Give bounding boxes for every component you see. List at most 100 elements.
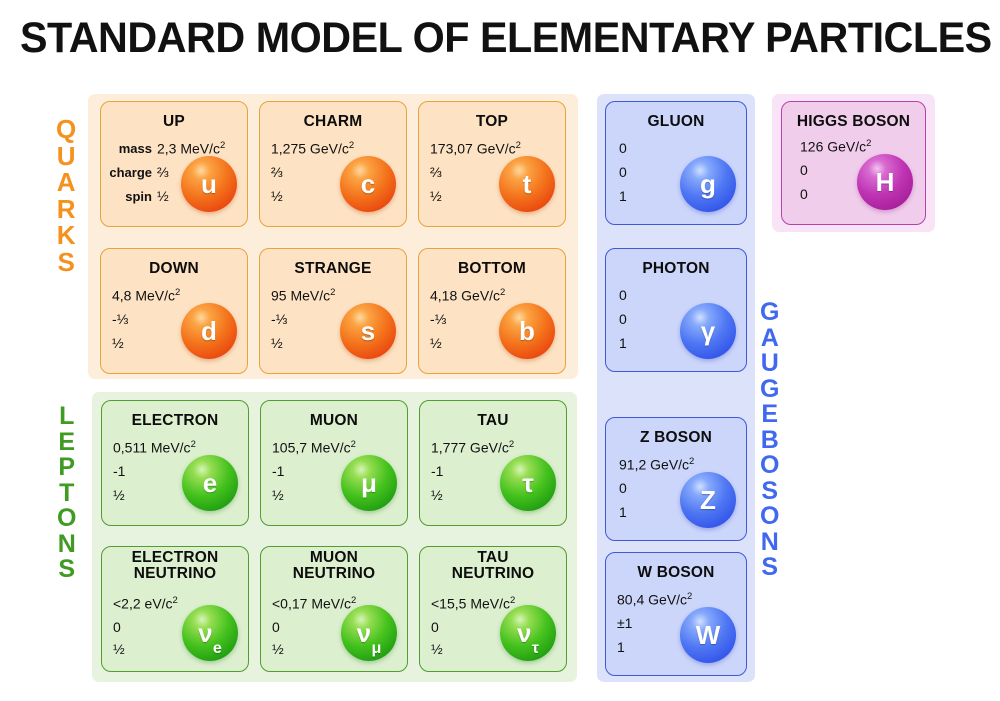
particle-card-tau[interactable]: TAU 1,777 GeV/c2 -1 ½ τ <box>419 400 567 526</box>
particle-name: ELECTRON <box>102 412 248 429</box>
particle-card-muon[interactable]: MUON 105,7 MeV/c2 -1 ½ μ <box>260 400 408 526</box>
particle-card-charm[interactable]: CHARM 1,275 GeV/c2 ⅔ ½ c <box>259 101 407 227</box>
particle-symbol: b <box>519 316 535 346</box>
particle-mass-value: 80,4 GeV/c2 <box>617 591 693 608</box>
particle-symbol: H <box>875 167 895 197</box>
particle-card-gluon[interactable]: GLUON 0 0 1 g <box>605 101 747 225</box>
particle-charge-value: ±1 <box>617 615 633 631</box>
particle-spin-value: 1 <box>619 504 627 520</box>
particle-symbol-sphere: b <box>499 303 555 359</box>
property-label-mass: mass <box>118 141 152 156</box>
particle-card-strange[interactable]: STRANGE 95 MeV/c2 -⅓ ½ s <box>259 248 407 374</box>
particle-charge-value: ⅔ <box>157 164 169 180</box>
particle-name-line: TOP <box>475 113 509 130</box>
particle-name: TAU NEUTRINO <box>420 550 566 582</box>
particle-mass-value: 4,8 MeV/c2 <box>112 287 181 304</box>
particle-card-higgs-boson[interactable]: HIGGS BOSON 126 GeV/c2 0 0 H <box>781 101 926 225</box>
exponent: 2 <box>330 287 336 298</box>
group-label-letter: P <box>58 453 76 481</box>
particle-symbol-sphere: γ <box>680 303 736 359</box>
particle-symbol: ν <box>517 618 532 648</box>
particle-mass-value: 126 GeV/c2 <box>800 138 872 155</box>
particle-symbol: u <box>201 169 217 199</box>
particle-card-top[interactable]: TOP 173,07 GeV/c2 ⅔ ½ t <box>418 101 566 227</box>
particle-charge-value: -⅓ <box>112 311 129 327</box>
particle-card-electron-neutrino[interactable]: ELECTRON NEUTRINO <2,2 eV/c2 0 ½ ν e <box>101 546 249 672</box>
group-label-letter: S <box>761 476 779 505</box>
group-label-letter: S <box>761 553 779 581</box>
particle-name: HIGGS BOSON <box>782 113 925 130</box>
particle-name: MUON <box>261 412 407 429</box>
particle-name-line: UP <box>163 113 185 130</box>
property-label-charge: charge <box>109 165 152 180</box>
group-label-letter: O <box>760 502 780 530</box>
particle-symbol: d <box>201 316 217 346</box>
particle-symbol-sphere: Z <box>680 472 736 528</box>
group-label-letter: N <box>760 527 779 556</box>
exponent: 2 <box>689 456 695 467</box>
particle-charge-value: 0 <box>113 619 121 635</box>
particle-charge-value: 0 <box>619 164 627 180</box>
particle-card-w-boson[interactable]: W BOSON 80,4 GeV/c2 ±1 1 W <box>605 552 747 676</box>
particle-card-bottom[interactable]: BOTTOM 4,18 GeV/c2 -⅓ ½ b <box>418 248 566 374</box>
particle-mass-value: <0,17 MeV/c2 <box>272 595 357 612</box>
particle-symbol: μ <box>361 468 377 498</box>
particle-name-line: NEUTRINO <box>451 565 535 582</box>
particle-charge-value: ⅔ <box>430 164 442 180</box>
group-label-letter: S <box>57 246 75 277</box>
particle-name-line: CHARM <box>303 113 363 130</box>
particle-card-electron[interactable]: ELECTRON 0,511 MeV/c2 -1 ½ e <box>101 400 249 526</box>
group-label-letter: L <box>59 402 75 430</box>
group-label-letter: S <box>58 555 76 583</box>
particle-name: MUON NEUTRINO <box>261 550 407 582</box>
particle-name-line: W BOSON <box>637 564 715 581</box>
particle-name-line: NEUTRINO <box>133 565 217 582</box>
group-label-letter: O <box>760 451 780 479</box>
particle-symbol: e <box>202 468 218 498</box>
particle-card-photon[interactable]: PHOTON 0 0 1 γ <box>605 248 747 372</box>
group-label-letter: U <box>760 349 779 377</box>
particle-spin-value: ½ <box>112 335 124 351</box>
particle-spin-value: ½ <box>157 188 169 204</box>
particle-name: W BOSON <box>606 564 746 581</box>
particle-card-z-boson[interactable]: Z BOSON 91,2 GeV/c2 0 1 Z <box>605 417 747 541</box>
particle-name: BOTTOM <box>419 260 565 277</box>
particle-charge-value: -⅓ <box>430 311 447 327</box>
particle-symbol: τ <box>522 468 534 498</box>
exponent: 2 <box>515 140 521 151</box>
exponent: 2 <box>866 138 872 149</box>
particle-name-line: MUON <box>309 549 359 566</box>
particle-name: DOWN <box>101 260 247 277</box>
particle-card-up[interactable]: UP 2,3 MeV/c2 ⅔ ½ mass charge spin u <box>100 101 248 227</box>
particle-spin-value: 0 <box>800 186 808 202</box>
group-label-letter: R <box>56 193 76 224</box>
exponent: 2 <box>500 287 506 298</box>
particle-symbol-sphere: e <box>182 455 238 511</box>
particle-symbol-sphere: W <box>680 607 736 663</box>
particle-symbol-sphere: t <box>499 156 555 212</box>
particle-name-line: DOWN <box>149 260 199 277</box>
group-label-letter: U <box>56 140 76 171</box>
particle-charge-value: 0 <box>619 311 627 327</box>
particle-card-down[interactable]: DOWN 4,8 MeV/c2 -⅓ ½ d <box>100 248 248 374</box>
particle-charge-value: -1 <box>113 463 126 479</box>
group-label-letter: G <box>760 374 780 403</box>
particle-mass-value: 4,18 GeV/c2 <box>430 287 506 304</box>
group-label-letter: B <box>760 425 779 454</box>
particle-spin-value: ½ <box>272 641 284 657</box>
particle-name-line: BOTTOM <box>457 260 527 277</box>
particle-spin-value: ½ <box>272 487 284 503</box>
particle-symbol-sphere: c <box>340 156 396 212</box>
particle-name-line: STRANGE <box>294 260 372 277</box>
group-label-letter: K <box>56 220 76 251</box>
particle-symbol: γ <box>700 316 716 346</box>
particle-card-muon-neutrino[interactable]: MUON NEUTRINO <0,17 MeV/c2 0 ½ ν μ <box>260 546 408 672</box>
particle-symbol: Z <box>700 485 716 515</box>
particle-symbol-sphere: H <box>857 154 913 210</box>
particle-card-tau-neutrino[interactable]: TAU NEUTRINO <15,5 MeV/c2 0 ½ ν τ <box>419 546 567 672</box>
particle-symbol-sphere: τ <box>500 455 556 511</box>
